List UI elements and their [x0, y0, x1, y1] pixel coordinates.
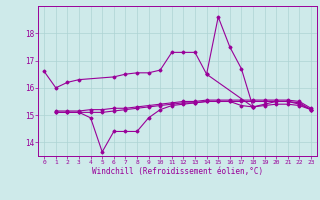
X-axis label: Windchill (Refroidissement éolien,°C): Windchill (Refroidissement éolien,°C) [92, 167, 263, 176]
